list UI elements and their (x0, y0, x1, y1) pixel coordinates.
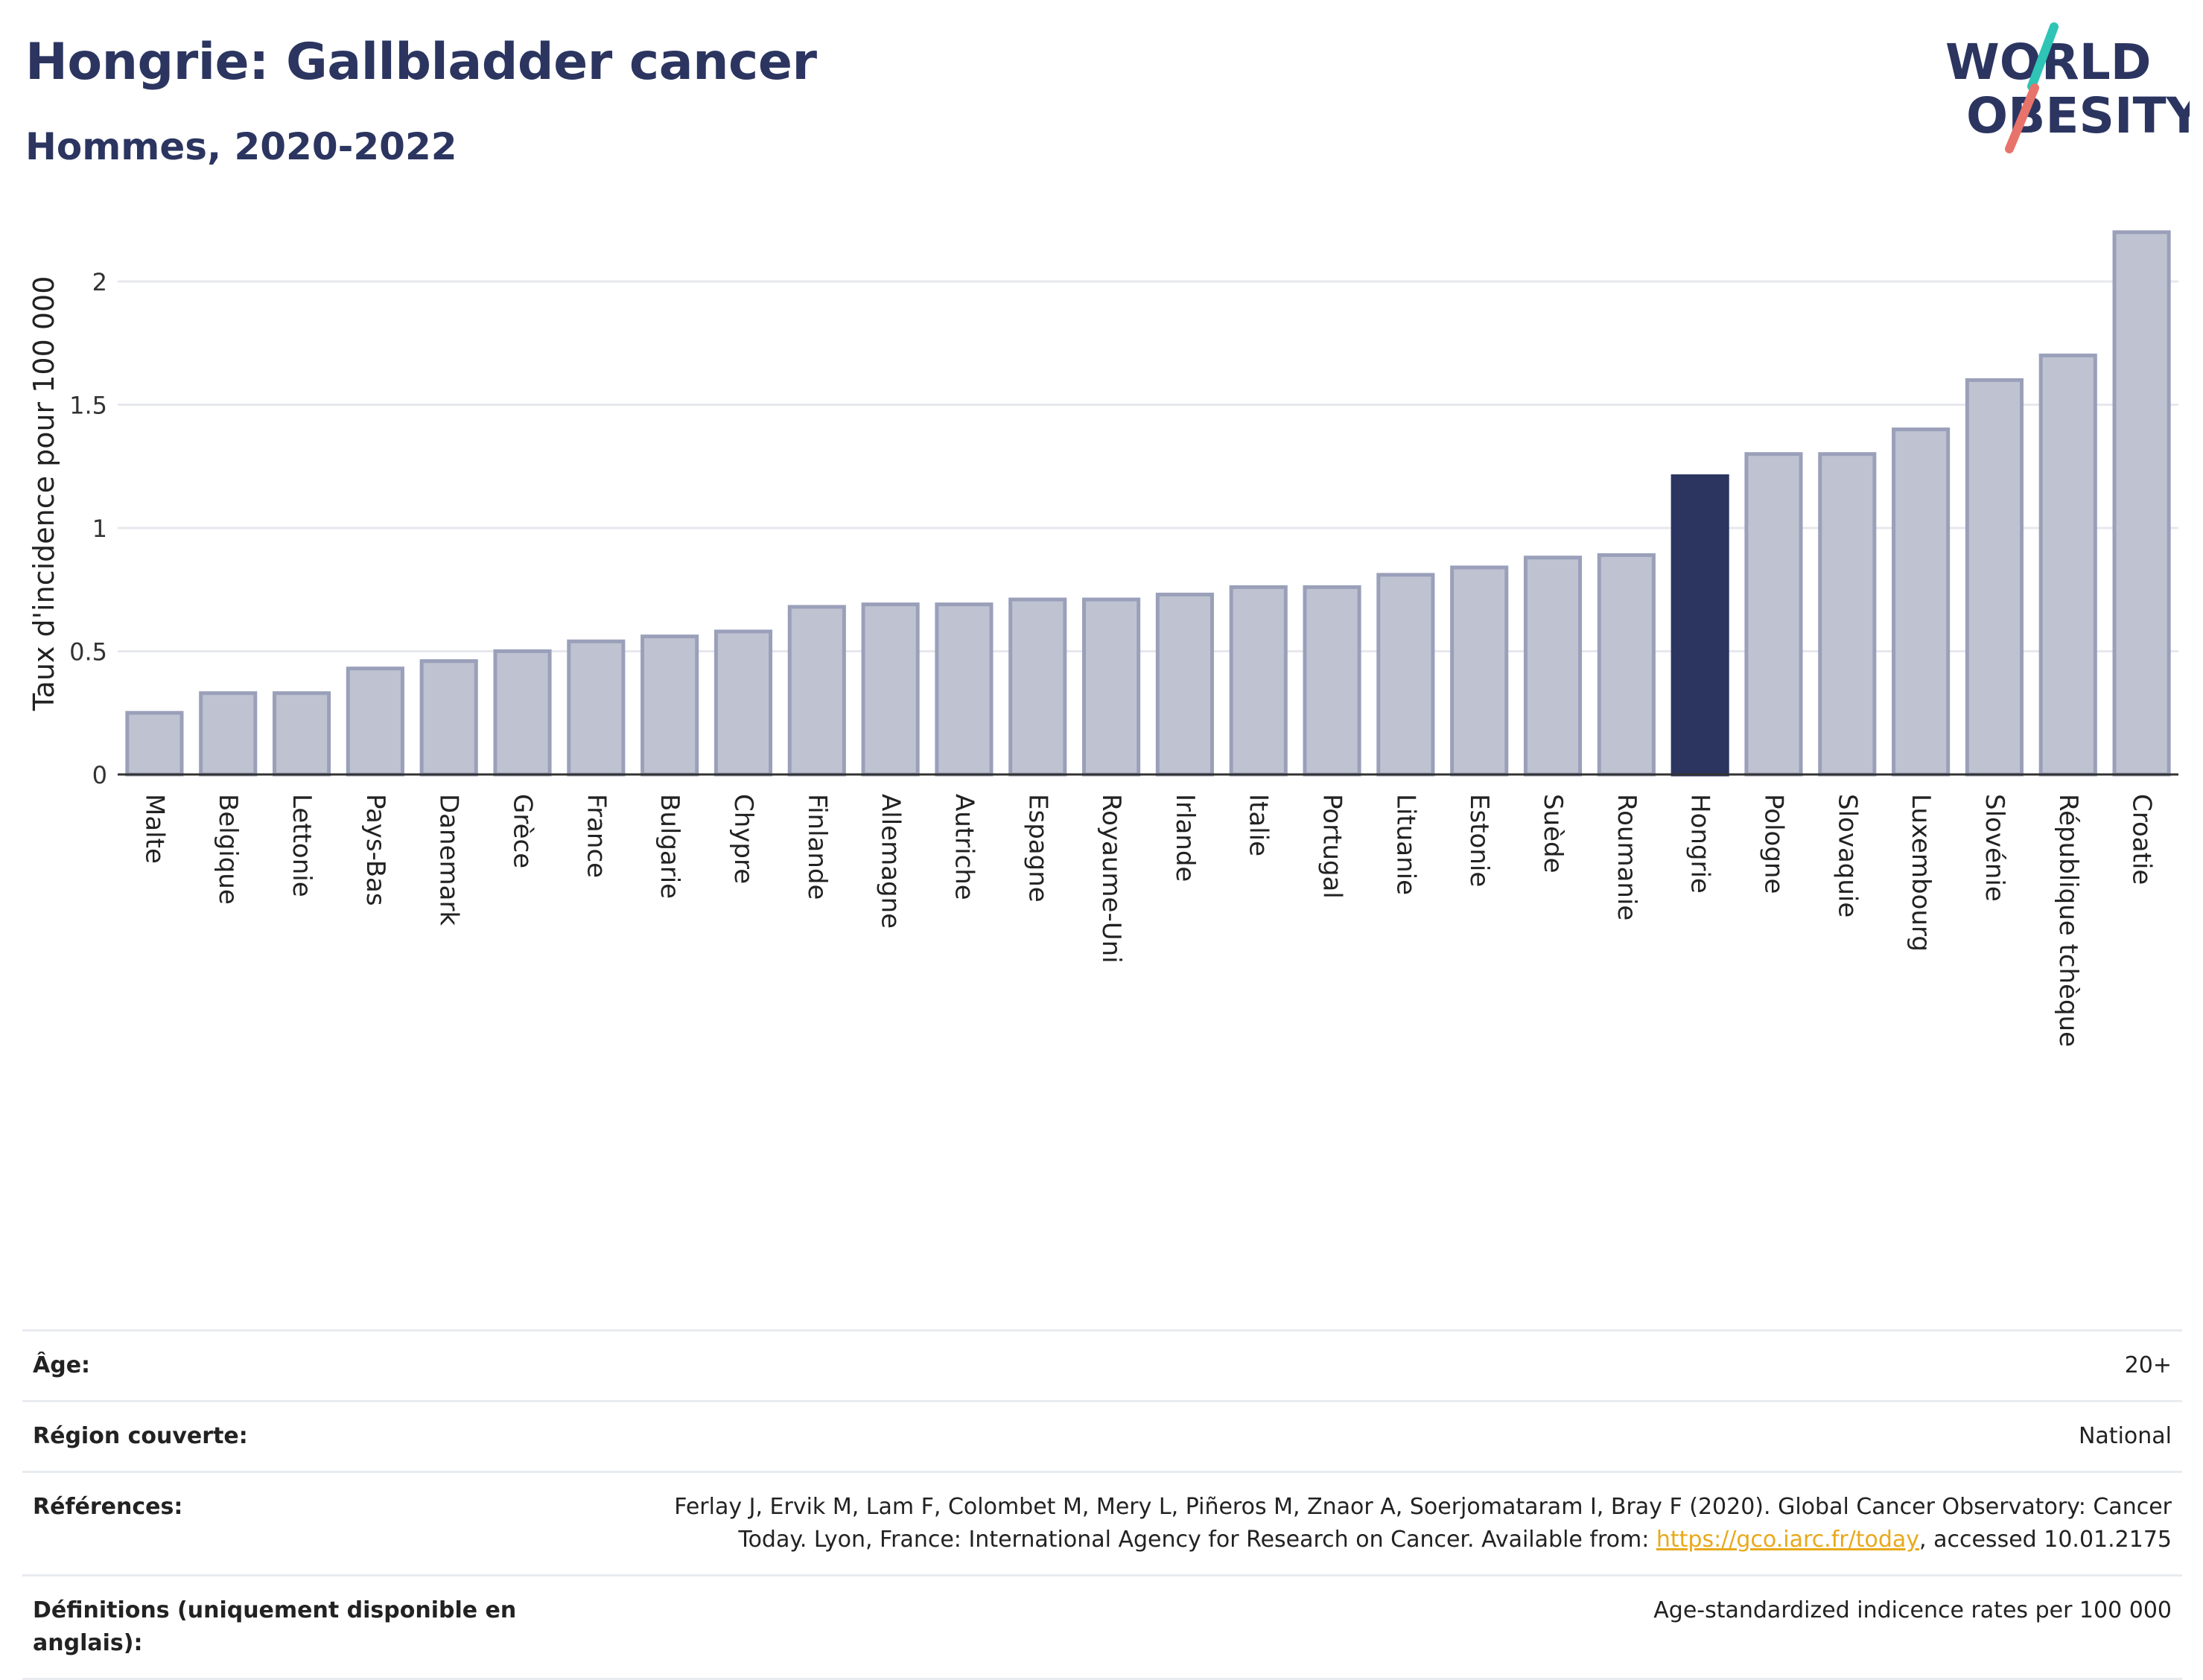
references-link[interactable]: https://gco.iarc.fr/today (1656, 1527, 1920, 1553)
bar (493, 649, 552, 777)
meta-age-value: 20+ (2124, 1352, 2172, 1378)
references-suffix: , accessed 10.01.2175 (1919, 1527, 2172, 1553)
meta-region-label: Région couverte: (33, 1423, 248, 1449)
page-subtitle: Hommes, 2020-2022 (25, 125, 457, 168)
x-tick-label: Belgique (213, 794, 243, 905)
x-tick-label: Espagne (1023, 794, 1052, 903)
bar (2038, 353, 2097, 777)
meta-age-label: Âge: (33, 1352, 91, 1378)
y-tick-label: 0 (92, 761, 107, 789)
y-tick-label: 1 (92, 515, 107, 543)
bar (1303, 585, 1361, 777)
x-tick-label: Grèce (508, 794, 538, 868)
x-tick-label: Lettonie (287, 794, 317, 897)
x-tick-label: Bulgarie (655, 794, 684, 899)
bar (567, 639, 626, 777)
bar (1450, 565, 1509, 777)
bar (199, 691, 258, 777)
x-tick-label: Roumanie (1612, 794, 1641, 920)
x-tick-label: Irlande (1170, 794, 1200, 882)
meta-definitions-label: Définitions (uniquement disponible en an… (33, 1597, 517, 1656)
logo-slash-teal (2027, 22, 2059, 91)
bar (935, 602, 994, 777)
x-tick-label: Hongrie (1685, 794, 1715, 894)
meta-row-age: Âge: 20+ (22, 1329, 2182, 1400)
x-tick-label: Croatie (2127, 794, 2157, 885)
bar (272, 691, 331, 777)
x-tick-label: Finlande (802, 794, 832, 900)
x-tick-label: Italie (1244, 794, 1274, 856)
x-tick-label: Portugal (1317, 794, 1347, 899)
logo-slash-coral (2005, 83, 2039, 153)
y-tick-label: 0.5 (69, 638, 107, 666)
y-tick-label: 2 (92, 268, 107, 296)
x-tick-label: Slovaquie (1832, 794, 1862, 917)
x-tick-label: République tchèque (2053, 794, 2083, 1047)
bar-chart: 0 0.5 1 1.5 2 Taux d'incidence pour 100 000 Ma… (28, 230, 2178, 1047)
bar (787, 605, 846, 777)
bar (1155, 592, 1214, 777)
x-tick-label: Malte (139, 794, 169, 864)
bar (861, 602, 920, 777)
x-tick-label: Allemagne (876, 794, 906, 929)
bar (1082, 597, 1141, 777)
meta-row-references: Références: Ferlay J, Ervik M, Lam F, Co… (22, 1471, 2182, 1574)
bar (1818, 452, 1877, 777)
meta-references-label: Références: (33, 1494, 183, 1520)
meta-definitions-value: Age-standardized indicence rates per 100… (1653, 1597, 2172, 1623)
x-tick-label: Lituanie (1390, 794, 1420, 895)
meta-region-value: National (2078, 1423, 2172, 1449)
page-title: Hongrie: Gallbladder cancer (25, 33, 817, 92)
bar (1892, 427, 1951, 777)
metadata-table: Âge: 20+ Région couverte: National Référ… (22, 1329, 2182, 1680)
bar (125, 710, 184, 777)
y-tick-label: 1.5 (69, 392, 107, 420)
world-obesity-logo: WORLD OBESITY (1945, 22, 2190, 153)
bar (1523, 556, 1583, 777)
x-tick-label: Royaume-Uni (1096, 794, 1126, 964)
bar (1229, 585, 1288, 777)
bar (640, 634, 699, 777)
bar (2112, 230, 2171, 777)
bar-highlight (1670, 474, 1729, 777)
x-tick-label: Slovénie (1980, 794, 2009, 902)
x-tick-label: Luxembourg (1906, 794, 1936, 952)
references-text: Ferlay J, Ervik M, Lam F, Colombet M, Me… (674, 1494, 2172, 1553)
x-tick-label: Chypre (728, 794, 758, 884)
x-tick-label: Estonie (1464, 794, 1494, 887)
meta-row-definitions: Définitions (uniquement disponible en an… (22, 1574, 2182, 1680)
bar (1376, 573, 1435, 777)
logo-line2: OBESITY (1966, 87, 2190, 144)
x-tick-label: Autriche (949, 794, 979, 900)
x-tick-label: Suède (1538, 794, 1568, 874)
meta-row-region: Région couverte: National (22, 1400, 2182, 1471)
bar (419, 659, 478, 777)
x-tick-label: Pays-Bas (360, 794, 390, 906)
bar (346, 666, 404, 777)
meta-references-value: Ferlay J, Ervik M, Lam F, Colombet M, Me… (645, 1491, 2172, 1556)
bar (1965, 378, 2024, 777)
bar (1744, 452, 1803, 777)
bar (1008, 597, 1067, 777)
bar (713, 629, 773, 777)
x-tick-label: Danemark (434, 794, 464, 926)
y-axis-title: Taux d'incidence pour 100 000 (28, 276, 60, 712)
x-tick-label: France (581, 794, 611, 878)
bar (1597, 553, 1656, 777)
x-tick-label: Pologne (1758, 794, 1788, 894)
